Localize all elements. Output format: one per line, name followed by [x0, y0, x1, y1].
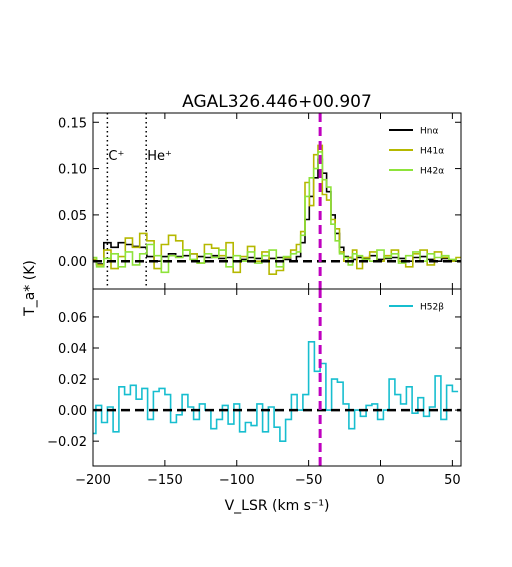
- bottom-panel: −0.02 0.00 0.02 0.04 0.06 −200 −150 −100 −50 0 50 H…: [47, 288, 462, 488]
- y-tick-label: 0.00: [58, 404, 87, 419]
- x-tick-label: −200: [75, 473, 111, 488]
- x-tick-label: −50: [295, 473, 322, 488]
- x-axis-label: V_LSR (km s⁻¹): [225, 498, 330, 514]
- chart-title: AGAL326.446+00.907: [182, 92, 372, 112]
- legend-label: H42α: [420, 167, 444, 177]
- y-tick-label: 0.05: [58, 209, 87, 224]
- plot-area: [93, 289, 461, 466]
- series-line: [93, 341, 459, 442]
- y-tick-label: 0.10: [58, 163, 87, 178]
- legend-label: H52β: [420, 303, 444, 313]
- legend-label: H41α: [420, 147, 444, 157]
- top-panel: C⁺ He⁺ 0.00 0.05 0.10 0.15 Hnα H41α H42α: [58, 112, 462, 290]
- y-tick-label: 0.00: [58, 255, 87, 270]
- x-tick-label: −150: [147, 473, 183, 488]
- x-tick-label: 0: [376, 473, 384, 488]
- x-tick-label: −100: [219, 473, 255, 488]
- panel-frame: [92, 288, 462, 467]
- annotation-label: C⁺: [108, 149, 124, 164]
- plot-area: [93, 113, 461, 289]
- annotation-label: He⁺: [147, 149, 172, 164]
- y-tick-label: 0.15: [58, 116, 87, 131]
- legend-label: Hnα: [420, 127, 438, 137]
- y-tick-label: 0.02: [58, 373, 87, 388]
- series-line: [93, 151, 461, 274]
- x-tick-label: 50: [444, 473, 461, 488]
- y-axis-label: T_a* (K): [22, 260, 38, 317]
- y-tick-label: −0.02: [47, 435, 87, 450]
- y-tick-label: 0.04: [58, 342, 87, 357]
- y-tick-label: 0.06: [58, 311, 87, 326]
